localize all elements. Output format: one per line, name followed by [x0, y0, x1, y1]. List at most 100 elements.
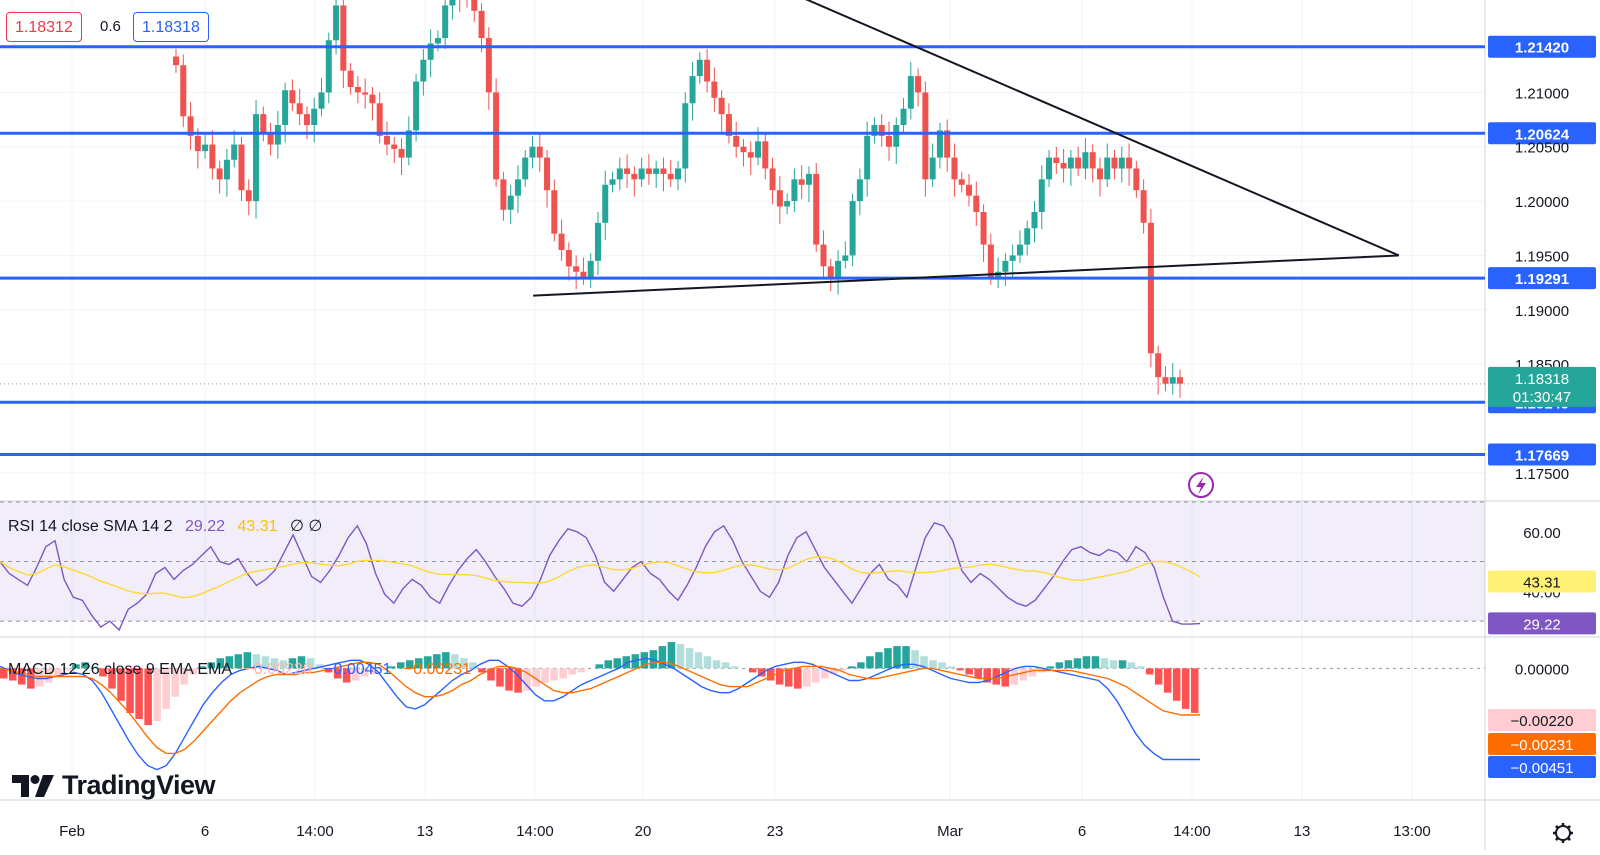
candle — [1082, 138, 1089, 180]
candle — [296, 89, 303, 125]
candle — [849, 193, 856, 267]
candle — [1046, 150, 1053, 187]
macd-signal-value-tag-label: −0.00231 — [1511, 737, 1574, 754]
macd-histogram-bar — [784, 668, 793, 687]
macd-histogram-bar — [1127, 662, 1136, 669]
macd-histogram-bar — [956, 668, 964, 671]
candle — [1060, 148, 1067, 183]
candle — [696, 52, 703, 84]
macd-histogram-bar — [45, 668, 53, 683]
indicator-lines — [0, 383, 1485, 771]
candle — [1075, 146, 1082, 177]
candle-body — [631, 173, 638, 180]
macd-histogram-bar — [911, 650, 919, 669]
macd-histogram-bar — [893, 646, 901, 669]
candle — [245, 179, 252, 216]
candle — [1067, 150, 1074, 186]
rsi-line — [0, 521, 1201, 632]
candle-body — [980, 211, 987, 245]
macd-legend-hist-value: −0.00220 — [244, 661, 312, 678]
candle-body — [733, 135, 740, 147]
macd-histogram-bar — [830, 668, 838, 675]
bid-price-box[interactable]: 1.18312 — [6, 12, 82, 42]
macd-histogram-bar — [1010, 668, 1019, 685]
candle — [362, 78, 369, 109]
time-axis-tick-label: 13 — [1294, 823, 1311, 840]
macd-histogram-bar — [523, 668, 531, 691]
macd-histogram-bar — [342, 668, 351, 683]
macd-histogram-bar — [252, 654, 261, 669]
candle — [594, 211, 601, 275]
candle — [900, 97, 907, 133]
rsi-legend[interactable]: RSI 14 close SMA 14 2 29.22 43.31 ∅ ∅ — [8, 516, 330, 536]
candle-body — [369, 94, 376, 104]
time-axis-tick-label: 6 — [201, 823, 209, 840]
candle — [173, 48, 179, 73]
macd-histogram-bar — [812, 668, 820, 683]
candle-body — [362, 92, 369, 95]
macd-histogram-bar — [162, 668, 170, 709]
candle-body — [325, 40, 332, 93]
candle — [333, 0, 340, 55]
tradingview-logo-icon — [12, 774, 54, 797]
candle-body — [929, 157, 936, 180]
candle — [580, 257, 587, 285]
candle — [907, 61, 914, 120]
macd-histogram-bar — [225, 656, 234, 669]
macd-histogram-bar — [974, 668, 982, 679]
candle-body — [340, 5, 347, 71]
macd-histogram-bar — [297, 656, 306, 669]
candle-body — [667, 173, 674, 180]
candle — [514, 165, 521, 214]
tradingview-logo-text: TradingView — [62, 770, 216, 800]
candle — [1038, 165, 1045, 230]
macd-signal-line — [0, 661, 1200, 755]
macd-histogram-bar — [884, 648, 892, 669]
candle-body — [434, 38, 441, 44]
candle-body — [1133, 168, 1140, 191]
candle — [1002, 253, 1009, 286]
macd-histogram-bar — [99, 668, 107, 677]
macd-histogram-bar — [81, 662, 89, 669]
candle-body — [609, 179, 616, 185]
macd-line — [0, 657, 1200, 771]
candle — [427, 29, 434, 78]
candle-body — [1111, 157, 1118, 169]
macd-histogram-bar — [306, 658, 315, 669]
tradingview-logo[interactable]: TradingView — [12, 770, 216, 801]
candle-body — [725, 114, 732, 136]
candle-body — [573, 266, 580, 272]
candle-body — [260, 114, 267, 134]
trendlines[interactable] — [533, 0, 1400, 297]
rsi-sma-value-tag-label: 43.31 — [1523, 574, 1561, 591]
price-axis[interactable]: 1.214201.206241.192911.181491.176691.210… — [1488, 35, 1596, 778]
horizontal-levels[interactable] — [0, 45, 1485, 456]
gear-tooth — [1567, 837, 1571, 841]
candle — [958, 171, 965, 193]
candle — [1162, 366, 1169, 392]
candle — [1053, 146, 1060, 174]
macd-histogram-bar — [730, 666, 739, 669]
macd-histogram-bar — [451, 654, 459, 669]
candle — [1126, 143, 1133, 186]
time-axis[interactable]: Feb 6 14:00 13 14:00 20 23 Mar 6 14:00 13 13:00 — [59, 823, 1573, 843]
ask-price-box[interactable]: 1.18318 — [133, 12, 209, 42]
candle-body — [296, 103, 303, 115]
candle-body — [696, 59, 703, 77]
macd-histogram-bar — [18, 668, 26, 685]
price-level-tag-label: 1.17669 — [1515, 447, 1569, 464]
macd-histogram-bar — [541, 668, 549, 683]
trendline-descending-resistance — [805, 0, 1400, 257]
candle-body — [951, 157, 958, 180]
macd-legend[interactable]: MACD 12 26 close 9 EMA EMA −0.00220 −0.0… — [8, 661, 479, 679]
candle — [784, 193, 791, 215]
time-axis-tick-label: 14:00 — [1173, 823, 1211, 840]
macd-legend-label: MACD 12 26 close 9 EMA EMA — [8, 661, 233, 678]
macd-histogram-bar — [180, 668, 188, 685]
macd-histogram-bar — [9, 668, 17, 681]
macd-histogram-bar — [1163, 668, 1172, 693]
price-axis-tick-label: 1.20000 — [1515, 194, 1569, 211]
candle-body — [478, 10, 485, 39]
candle-body — [973, 195, 980, 212]
